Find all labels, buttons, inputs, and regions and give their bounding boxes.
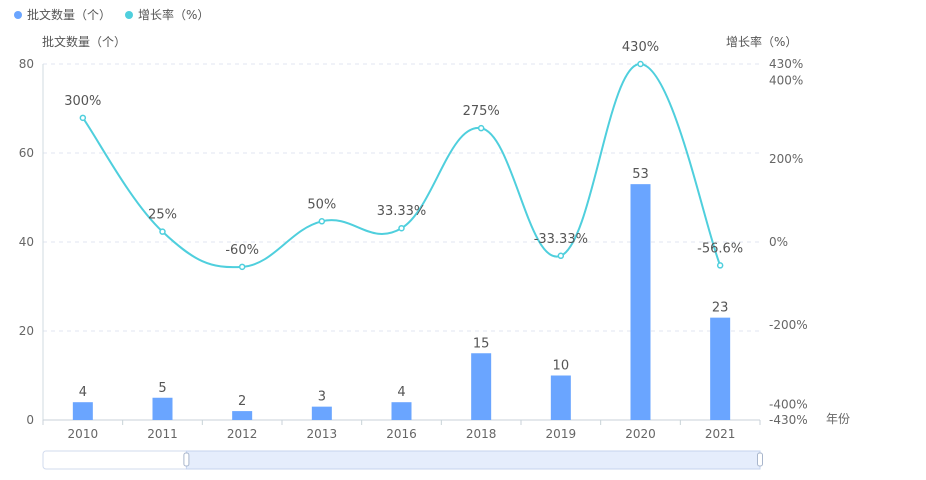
bar	[550, 375, 571, 420]
x-tick-label: 2016	[386, 427, 417, 441]
y-right-tick-label: 0%	[769, 235, 788, 249]
y-right-axis-title: 增长率（%）	[726, 34, 797, 49]
line-point	[238, 263, 246, 271]
line-label: 275%	[463, 104, 500, 119]
bar-label: 53	[632, 167, 649, 182]
datazoom-handle[interactable]	[183, 452, 190, 467]
legend-dot-icon	[125, 10, 134, 19]
line-point	[637, 60, 644, 68]
growth-line	[82, 62, 722, 269]
x-tick-label: 2020	[625, 427, 656, 441]
line-label: -60%	[225, 243, 259, 258]
datazoom-handle[interactable]	[757, 452, 763, 467]
line-point	[398, 224, 405, 232]
line-label: -33.33%	[534, 232, 588, 247]
bar-label: 5	[158, 381, 166, 396]
x-tick-label: 2011	[147, 427, 178, 441]
line-label: 430%	[622, 40, 659, 55]
line-point	[79, 114, 87, 122]
line-label: 50%	[307, 197, 336, 212]
bar-label: 15	[473, 336, 490, 351]
legend-label: 批文数量（个）	[27, 8, 112, 22]
y-right-tick-label: -400%	[769, 398, 808, 412]
legend-label: 增长率（%）	[138, 8, 210, 22]
y-left-tick-label: 0	[26, 413, 34, 427]
y-right-tick-label: 430%	[769, 57, 803, 71]
bar-label: 4	[79, 385, 87, 400]
y-left-tick-label: 60	[19, 146, 34, 160]
x-tick-label: 2019	[546, 427, 577, 441]
bar-label: 2	[238, 394, 246, 409]
x-axis-title: 年份	[826, 412, 850, 426]
y-right-tick-label: 200%	[769, 152, 803, 166]
bar-label: 10	[553, 359, 570, 374]
bar	[311, 406, 332, 420]
legend-dot-icon	[14, 10, 22, 19]
bar	[391, 402, 412, 420]
line-point	[159, 228, 166, 235]
y-left-tick-label: 40	[19, 235, 34, 249]
bar	[152, 397, 173, 420]
line-point	[557, 252, 565, 260]
bar	[72, 402, 93, 420]
x-tick-label: 2010	[68, 427, 99, 441]
legend-item-count[interactable]: 批文数量（个）	[14, 6, 111, 23]
chart-legend: 批文数量（个） 增长率（%）	[14, 6, 209, 23]
line-point	[716, 262, 724, 269]
datazoom-selection[interactable]	[185, 450, 761, 470]
x-tick-label: 2012	[227, 427, 258, 441]
bar	[471, 353, 492, 420]
y-right-tick-label: 400%	[769, 73, 803, 87]
line-label: 300%	[64, 94, 101, 109]
y-left-axis-title: 批文数量（个）	[42, 34, 126, 49]
x-tick-label: 2021	[705, 427, 736, 441]
line-point	[477, 124, 485, 132]
y-right-tick-label: -200%	[769, 318, 808, 332]
line-label: 33.33%	[377, 204, 427, 219]
bar-label: 4	[397, 385, 405, 400]
bar-label: 23	[712, 301, 729, 316]
line-label: 25%	[148, 208, 177, 223]
bar	[710, 317, 731, 420]
line-label: -56.6%	[697, 241, 743, 256]
y-right-tick-label: -430%	[769, 413, 808, 427]
y-left-tick-label: 20	[19, 324, 34, 338]
x-tick-label: 2018	[466, 427, 497, 441]
bar	[232, 411, 253, 420]
x-tick-label: 2013	[307, 427, 338, 441]
legend-item-growth[interactable]: 增长率（%）	[125, 6, 209, 23]
bar-label: 3	[318, 390, 326, 405]
bar	[630, 184, 651, 420]
y-left-tick-label: 80	[19, 57, 34, 71]
line-point	[318, 218, 326, 225]
